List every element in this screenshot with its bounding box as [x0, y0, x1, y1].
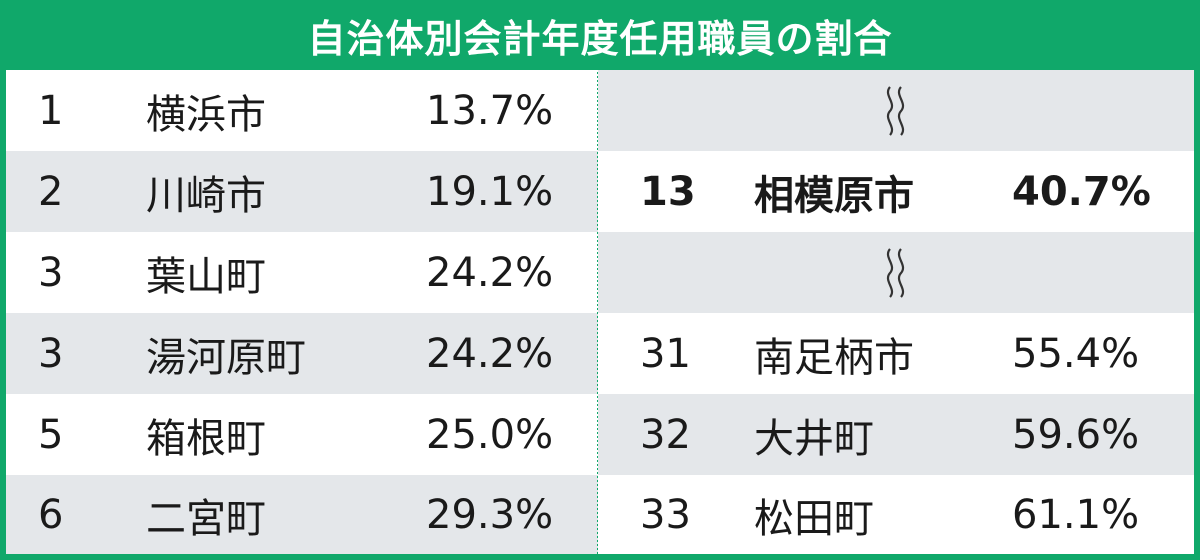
percentage-cell: 24.2% — [426, 330, 554, 377]
rank-cell: 13 — [640, 168, 696, 215]
municipality-cell: 葉山町 — [146, 253, 266, 300]
municipality-cell: 箱根町 — [146, 415, 266, 462]
percentage-cell: 24.2% — [426, 249, 554, 296]
rank-cell: 2 — [38, 168, 64, 215]
municipality-cell: 南足柄市 — [754, 334, 914, 381]
municipality-cell: 横浜市 — [146, 91, 266, 138]
percentage-cell: 59.6% — [1012, 411, 1140, 458]
percentage-cell: 29.3% — [426, 491, 554, 538]
rank-cell: 1 — [38, 87, 64, 134]
rank-cell: 32 — [640, 411, 691, 458]
left-ranking-panel: 1 横浜市 13.7% 2 川崎市 19.1% 3 葉山町 24.2% 3 湯河… — [6, 70, 598, 554]
municipality-cell: 川崎市 — [146, 172, 266, 219]
percentage-cell: 25.0% — [426, 411, 554, 458]
right-ranking-panel: 13 相模原市 40.7% 31 南足柄市 55.4% 32 大井町 59.6%… — [598, 70, 1194, 554]
rank-cell: 3 — [38, 330, 64, 377]
table-row: 3 葉山町 24.2% — [6, 232, 598, 313]
table-row: 33 松田町 61.1% — [598, 475, 1194, 554]
table-row: 31 南足柄市 55.4% — [598, 313, 1194, 394]
table-row: 5 箱根町 25.0% — [6, 394, 598, 475]
omission-row — [598, 70, 1194, 151]
omission-row — [598, 232, 1194, 313]
percentage-cell: 40.7% — [1012, 168, 1151, 215]
omission-wave-icon — [881, 247, 911, 299]
percentage-cell: 55.4% — [1012, 330, 1140, 377]
municipality-cell: 湯河原町 — [146, 334, 306, 381]
municipality-cell: 相模原市 — [754, 172, 914, 219]
rank-cell: 3 — [38, 249, 64, 296]
percentage-cell: 19.1% — [426, 168, 554, 215]
municipality-cell: 松田町 — [754, 495, 874, 542]
rank-cell: 5 — [38, 411, 64, 458]
rank-cell: 31 — [640, 330, 691, 377]
percentage-cell: 61.1% — [1012, 491, 1140, 538]
table-row: 3 湯河原町 24.2% — [6, 313, 598, 394]
rank-cell: 33 — [640, 491, 691, 538]
omission-wave-icon — [881, 85, 911, 137]
table-row: 1 横浜市 13.7% — [6, 70, 598, 151]
table-row: 2 川崎市 19.1% — [6, 151, 598, 232]
rank-cell: 6 — [38, 491, 64, 538]
chart-title: 自治体別会計年度任用職員の割合 — [307, 16, 893, 61]
table-row-highlight: 13 相模原市 40.7% — [598, 151, 1194, 232]
table-row: 6 二宮町 29.3% — [6, 475, 598, 554]
table-row: 32 大井町 59.6% — [598, 394, 1194, 475]
municipality-cell: 大井町 — [754, 415, 874, 462]
municipality-cell: 二宮町 — [146, 495, 266, 542]
percentage-cell: 13.7% — [426, 87, 554, 134]
